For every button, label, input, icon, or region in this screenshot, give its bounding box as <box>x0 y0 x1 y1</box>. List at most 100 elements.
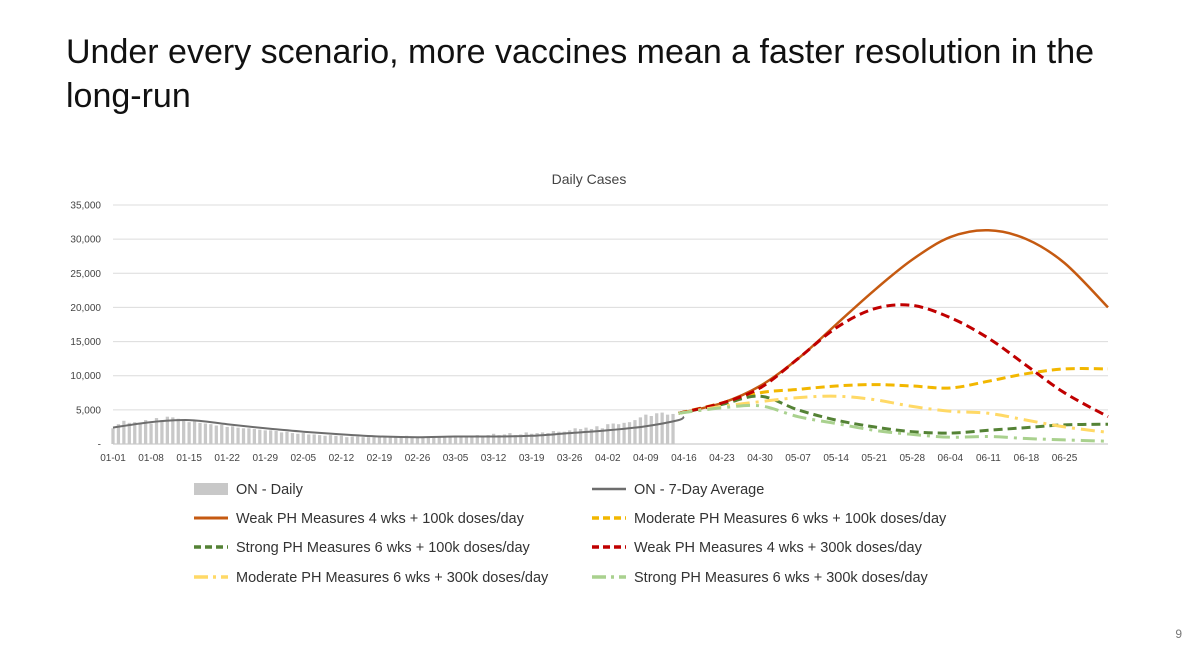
daily-bar <box>502 434 507 444</box>
daily-bar <box>241 428 246 444</box>
daily-bar <box>655 413 659 444</box>
daily-bar <box>627 422 632 444</box>
legend-label: Weak PH Measures 4 wks + 300k doses/day <box>634 540 923 556</box>
daily-bar <box>394 437 398 444</box>
legend-label: Strong PH Measures 6 wks + 300k doses/da… <box>634 570 929 586</box>
x-tick-label: 05-07 <box>785 453 811 464</box>
x-tick-label: 01-15 <box>176 453 202 464</box>
daily-bar <box>410 436 414 444</box>
x-tick-label: 06-25 <box>1052 453 1078 464</box>
daily-bar <box>448 436 452 444</box>
daily-bar <box>307 434 311 444</box>
daily-bar <box>127 422 131 444</box>
daily-bar <box>546 433 550 444</box>
daily-bar <box>198 422 202 444</box>
x-tick-label: 02-19 <box>367 453 393 464</box>
daily-bar <box>361 437 365 444</box>
daily-bar <box>258 429 262 444</box>
x-tick-label: 02-12 <box>329 453 355 464</box>
daily-bar <box>160 420 164 444</box>
daily-bar <box>584 427 588 444</box>
daily-bar <box>557 431 561 444</box>
daily-bar <box>562 431 566 444</box>
daily-bar <box>154 418 159 444</box>
x-tick-label: 03-05 <box>443 453 469 464</box>
daily-bar <box>350 436 354 444</box>
x-axis-ticks: 01-01 01-08 01-15 01-22 01-29 02-05 02-12 02-19… <box>100 453 1078 464</box>
daily-bar <box>143 420 148 444</box>
daily-bar <box>225 426 229 444</box>
daily-bar <box>421 436 425 444</box>
x-tick-label: 03-26 <box>557 453 583 464</box>
daily-bar <box>149 423 153 444</box>
daily-bar <box>606 424 610 444</box>
daily-bar <box>404 435 409 444</box>
daily-bar <box>551 431 556 444</box>
legend: ON - Daily ON - 7-Day Average Weak PH Meas… <box>194 482 947 586</box>
scenario-lines <box>112 229 1109 443</box>
series-line-moderate-ph-measures-6-wks-100k-doses-day <box>678 367 1109 415</box>
legend-item-moderate-ph-measures-6-wks-300k-doses-day: Moderate PH Measures 6 wks + 300k doses/… <box>194 570 549 586</box>
daily-bar <box>508 433 512 444</box>
daily-bar <box>214 425 218 444</box>
slide-title: Under every scenario, more vaccines mean… <box>66 33 1095 115</box>
daily-bar <box>497 435 501 444</box>
daily-bar <box>334 435 338 444</box>
daily-bar <box>328 435 333 444</box>
daily-bar <box>633 420 637 444</box>
daily-bar <box>464 436 469 444</box>
daily-bar <box>383 437 387 444</box>
page-number: 9 <box>1175 627 1182 641</box>
daily-bar <box>617 424 621 444</box>
legend-item-moderate-ph-measures-6-wks-100k-doses-day: Moderate PH Measures 6 wks + 100k doses/… <box>592 511 947 527</box>
y-axis-ticks: - 5,000 10,000 15,000 20,000 25,000 30,000 35,0… <box>70 201 101 451</box>
x-tick-label: 02-26 <box>405 453 431 464</box>
series-line-strong-ph-measures-6-wks-300k-doses-day <box>678 403 1109 443</box>
daily-bar <box>644 414 648 444</box>
daily-bar <box>453 437 458 444</box>
legend-label: ON - Daily <box>236 482 304 498</box>
legend-item-strong-ph-measures-6-wks-300k-doses-day: Strong PH Measures 6 wks + 300k doses/da… <box>592 570 929 586</box>
daily-bar <box>443 437 447 444</box>
daily-bar <box>171 417 175 444</box>
daily-bar <box>176 418 180 444</box>
y-tick-label: 30,000 <box>70 235 101 246</box>
daily-bar <box>366 437 371 444</box>
daily-bar <box>220 424 224 444</box>
daily-bar <box>470 436 474 444</box>
series-line-on-7-day-average <box>112 415 685 439</box>
daily-bar <box>236 427 240 444</box>
x-tick-label: 06-18 <box>1014 453 1040 464</box>
daily-bar <box>437 436 441 444</box>
daily-bar <box>138 422 142 444</box>
daily-bar <box>486 435 490 444</box>
daily-bar <box>432 436 436 444</box>
daily-bar <box>415 437 420 444</box>
daily-bar <box>524 432 528 444</box>
daily-bar <box>274 431 278 444</box>
series-line-weak-ph-measures-4-wks-100k-doses-day <box>678 229 1109 415</box>
legend-label: Moderate PH Measures 6 wks + 100k doses/… <box>634 511 947 527</box>
daily-bar <box>247 428 251 444</box>
daily-bar <box>377 437 382 444</box>
legend-item-strong-ph-measures-6-wks-100k-doses-day: Strong PH Measures 6 wks + 100k doses/da… <box>194 540 531 556</box>
daily-bar <box>513 435 517 444</box>
daily-bar <box>573 428 577 444</box>
daily-bar <box>491 433 496 444</box>
daily-bar <box>209 424 213 444</box>
daily-bar <box>252 428 256 444</box>
daily-bar <box>530 433 534 444</box>
x-tick-label: 01-01 <box>100 453 126 464</box>
daily-bar <box>388 436 392 444</box>
y-tick-label: - <box>98 440 101 451</box>
daily-bar <box>317 435 322 444</box>
x-tick-label: 06-11 <box>976 453 1001 464</box>
daily-bar <box>285 431 289 444</box>
daily-bar <box>187 422 191 444</box>
daily-bar <box>279 432 284 444</box>
daily-bar <box>568 430 572 444</box>
x-tick-label: 01-22 <box>214 453 240 464</box>
daily-bar <box>296 433 300 444</box>
daily-bar <box>372 437 376 444</box>
